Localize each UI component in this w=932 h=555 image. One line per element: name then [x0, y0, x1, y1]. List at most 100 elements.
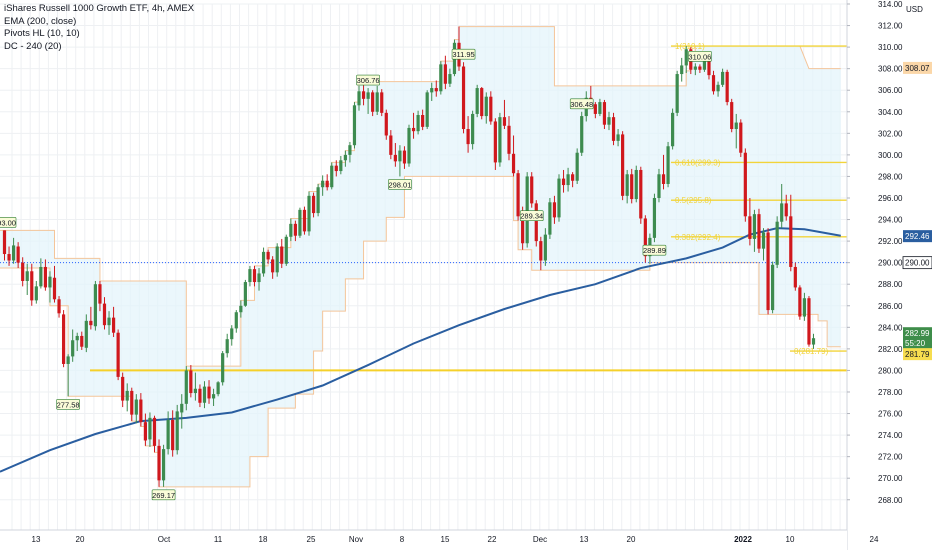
- currency-label: USD: [906, 5, 923, 14]
- candle: [284, 234, 288, 266]
- price-tick-label: 280.00: [878, 366, 903, 375]
- candle-body: [734, 122, 738, 130]
- candle: [121, 372, 125, 408]
- candle: [48, 271, 52, 303]
- candle: [789, 194, 793, 272]
- candle-body: [107, 317, 111, 326]
- candle: [175, 404, 179, 455]
- candle-body: [507, 125, 511, 154]
- candle: [693, 63, 697, 76]
- candle: [66, 354, 70, 397]
- candle: [743, 148, 747, 222]
- candle: [71, 329, 75, 362]
- candle-body: [202, 386, 207, 403]
- candle-body: [98, 284, 102, 304]
- price-tag-text: 281.79: [905, 350, 930, 359]
- candle-body: [593, 104, 597, 114]
- candle: [434, 80, 438, 97]
- candle-body: [7, 254, 11, 261]
- candle-body: [680, 65, 684, 75]
- fib-label: 0(281.79): [794, 347, 829, 356]
- candle: [625, 169, 629, 204]
- candle: [302, 206, 307, 235]
- candle-body: [411, 127, 416, 132]
- candle-body: [257, 273, 261, 283]
- candle-body: [730, 102, 734, 130]
- pivot-label: 289.89: [642, 244, 667, 256]
- candle-body: [448, 74, 452, 84]
- time-tick-label: 24: [870, 535, 879, 544]
- candle-body: [43, 266, 48, 288]
- time-tick-label: Oct: [158, 535, 171, 544]
- candle: [598, 98, 602, 117]
- candle-body: [775, 221, 779, 265]
- legend-pivots[interactable]: Pivots HL (10, 10): [4, 28, 80, 39]
- price-tag-fib0: 281.79: [903, 348, 932, 361]
- candle: [325, 174, 329, 191]
- candle: [307, 191, 311, 236]
- price-tick-label: 292.00: [878, 237, 903, 246]
- pivot-label: 289.34: [519, 210, 544, 221]
- candle: [75, 332, 79, 352]
- candle: [16, 242, 20, 269]
- candle-body: [311, 195, 316, 214]
- price-tag-bg: [903, 230, 932, 243]
- candle-body: [302, 209, 307, 232]
- candle: [234, 310, 238, 333]
- legend-dc[interactable]: DC - 240 (20): [4, 40, 62, 52]
- pivot-text: 277.58: [57, 400, 80, 409]
- candle-body: [61, 314, 66, 364]
- pivot-labels: 293.00 277.58 269.17 306.76 298.01 311.95 289.…: [0, 48, 712, 501]
- candle-body: [361, 91, 366, 99]
- candle-body: [743, 152, 747, 217]
- candle-body: [671, 112, 675, 147]
- candle-body: [721, 71, 725, 85]
- candle: [466, 116, 470, 153]
- candle-body: [357, 91, 361, 106]
- candle: [352, 102, 357, 149]
- time-tick-label: 20: [627, 535, 636, 544]
- candle-body: [807, 298, 811, 345]
- time-tick-label: 18: [259, 535, 268, 544]
- pivot-text: 293.00: [0, 218, 16, 227]
- candle-body: [207, 386, 211, 399]
- candle-body: [493, 121, 497, 163]
- legend-ema[interactable]: EMA (200, close): [4, 15, 77, 27]
- candle: [57, 296, 61, 318]
- price-tick-label: 278.00: [878, 388, 903, 397]
- candle: [766, 228, 770, 315]
- candle: [389, 130, 393, 160]
- candle: [516, 169, 520, 221]
- candle: [252, 265, 257, 287]
- candle: [116, 329, 120, 381]
- candle-body: [348, 145, 352, 155]
- candle-body: [52, 277, 57, 300]
- candle: [366, 88, 370, 114]
- candle-body: [57, 299, 61, 314]
- candle: [548, 197, 552, 239]
- candle-body: [434, 88, 438, 92]
- candle: [502, 99, 507, 130]
- candle: [293, 220, 297, 242]
- candle: [357, 85, 361, 111]
- candle: [411, 112, 416, 139]
- candle: [261, 247, 266, 277]
- candle: [216, 381, 220, 397]
- candle: [30, 263, 34, 306]
- candle-body: [530, 176, 534, 204]
- legend-title[interactable]: iShares Russell 1000 Growth ETF, 4h, AME…: [4, 3, 195, 14]
- price-tag-bg: [903, 327, 932, 340]
- candle-body: [421, 115, 425, 127]
- candle-body: [657, 174, 661, 198]
- price-tick-label: 300.00: [878, 151, 903, 160]
- candle-body: [289, 223, 293, 237]
- candle-body: [221, 353, 225, 383]
- time-axis: 13 20 Oct 11 18 25 Nov 8 15 22 Dec 13 20 2022 10 24: [0, 529, 879, 550]
- candle-body: [480, 88, 484, 117]
- candle-body: [139, 399, 143, 423]
- candle-body: [2, 230, 7, 255]
- candle-body: [471, 113, 475, 145]
- candle: [661, 154, 666, 190]
